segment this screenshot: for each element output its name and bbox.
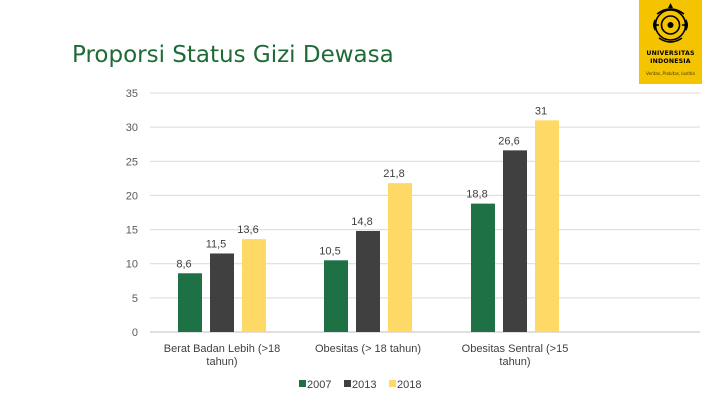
university-logo: UNIVERSITAS INDONESIA Veritas, Probitas,… xyxy=(639,0,702,84)
data-label: 8,6 xyxy=(176,258,191,270)
logo-line-universitas: UNIVERSITAS xyxy=(646,50,695,57)
bar xyxy=(210,253,234,332)
data-label: 21,8 xyxy=(383,168,404,180)
bar xyxy=(503,150,527,332)
logo-line-indonesia: INDONESIA xyxy=(650,58,691,65)
y-tick-label: 15 xyxy=(126,225,138,237)
data-label: 31 xyxy=(535,105,547,117)
x-tick-label: tahun) xyxy=(206,356,237,368)
y-tick-label: 0 xyxy=(132,327,138,339)
legend-swatch xyxy=(299,380,306,387)
data-label: 18,8 xyxy=(466,189,487,201)
bar xyxy=(178,273,202,332)
legend-label: 2018 xyxy=(397,379,421,391)
bar xyxy=(471,203,495,332)
y-tick-label: 10 xyxy=(126,259,138,271)
data-label: 26,6 xyxy=(498,135,519,147)
y-tick-label: 25 xyxy=(126,156,138,168)
bar xyxy=(356,230,380,332)
x-tick-label: Obesitas Sentral (>15 xyxy=(462,343,569,355)
slide-title: Proporsi Status Gizi Dewasa xyxy=(72,42,394,68)
bar xyxy=(535,120,559,332)
data-label: 13,6 xyxy=(237,224,258,236)
x-tick-label: Obesitas (> 18 tahun) xyxy=(315,343,421,355)
data-label: 14,8 xyxy=(351,216,372,228)
y-tick-label: 20 xyxy=(126,190,138,202)
legend-swatch xyxy=(344,380,351,387)
data-label: 10,5 xyxy=(319,245,340,257)
x-tick-label: tahun) xyxy=(499,356,530,368)
y-tick-label: 30 xyxy=(126,122,138,134)
makara-emblem-icon xyxy=(653,3,688,43)
legend-label: 2013 xyxy=(352,379,376,391)
legend-label: 2007 xyxy=(307,379,331,391)
y-tick-label: 5 xyxy=(132,293,138,305)
logo-motto: Veritas, Probitas, Iustitia xyxy=(646,71,695,76)
y-tick-label: 35 xyxy=(126,88,138,100)
bar xyxy=(388,183,412,332)
data-label: 11,5 xyxy=(206,238,227,250)
bar xyxy=(324,260,348,332)
bar xyxy=(242,239,266,332)
x-tick-label: Berat Badan Lebih (>18 xyxy=(164,343,281,355)
legend-swatch xyxy=(389,380,396,387)
